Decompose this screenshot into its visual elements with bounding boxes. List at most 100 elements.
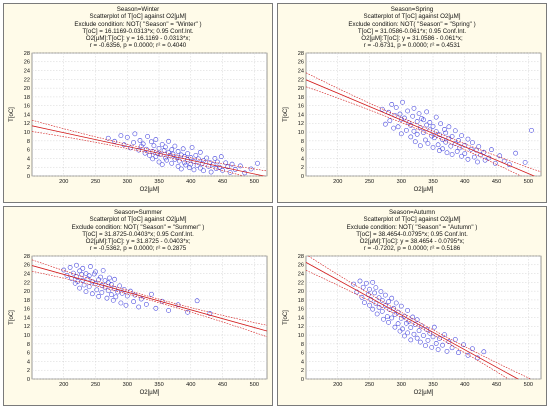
y-tick-label: 4 bbox=[27, 359, 30, 365]
data-point bbox=[89, 291, 95, 297]
data-point bbox=[482, 157, 488, 163]
chart-title: Season=Autumn bbox=[389, 209, 435, 216]
data-point bbox=[166, 308, 171, 313]
fit-equation-detail: O2[µM]:T[oC]: y = 16.1169 - 0.0313*x; bbox=[85, 35, 191, 43]
x-axis-label: O2[µM] bbox=[414, 187, 434, 193]
data-point bbox=[124, 293, 130, 299]
data-point bbox=[94, 287, 100, 293]
data-point bbox=[392, 312, 398, 317]
regression-line bbox=[306, 79, 536, 176]
data-point bbox=[416, 328, 422, 334]
data-point bbox=[424, 109, 430, 115]
scatter-plot-spring: 200 250 300 350 400 450 5000246810121416182022… bbox=[283, 51, 542, 193]
data-point bbox=[149, 139, 154, 145]
data-point bbox=[452, 128, 458, 134]
data-point bbox=[201, 168, 206, 174]
data-point bbox=[522, 160, 528, 165]
chart-subtitle: Scatterplot of T[oC] against O2[µM] bbox=[363, 13, 461, 21]
data-point bbox=[414, 335, 420, 341]
data-point bbox=[437, 336, 442, 341]
data-point bbox=[370, 306, 376, 312]
data-point bbox=[489, 147, 494, 153]
y-tick-label: 8 bbox=[27, 342, 30, 348]
data-point bbox=[189, 145, 195, 150]
x-tick-label: 200 bbox=[59, 382, 68, 388]
x-tick-label: 500 bbox=[250, 179, 259, 185]
chart-header: Season=Autumn Scatterplot of T[oC] again… bbox=[278, 209, 546, 253]
confidence-band-upper bbox=[307, 256, 532, 379]
data-point bbox=[470, 140, 475, 145]
y-tick-label: 28 bbox=[24, 51, 30, 57]
data-point bbox=[492, 160, 498, 166]
confidence-band-lower bbox=[306, 270, 509, 379]
data-point bbox=[105, 135, 111, 141]
y-tick-label: 6 bbox=[27, 351, 30, 357]
x-tick-label: 350 bbox=[154, 382, 163, 388]
plot-content bbox=[32, 259, 267, 338]
chart-subtitle: Scatterplot of T[oC] against O2[µM] bbox=[89, 13, 187, 21]
y-tick-label: 20 bbox=[24, 86, 30, 92]
data-point bbox=[153, 137, 159, 142]
y-tick-label: 8 bbox=[301, 342, 304, 348]
chart-panel-autumn: Season=Autumn Scatterplot of T[oC] again… bbox=[277, 206, 547, 406]
data-point bbox=[86, 284, 92, 290]
data-point bbox=[417, 125, 423, 131]
regression-line bbox=[32, 265, 267, 332]
data-point bbox=[123, 302, 129, 308]
data-point bbox=[136, 304, 142, 310]
data-point bbox=[359, 294, 365, 300]
y-axis-label: T[oC] bbox=[9, 107, 15, 122]
y-tick-label: 8 bbox=[27, 139, 30, 145]
y-tick-label: 26 bbox=[298, 60, 304, 66]
data-point bbox=[161, 148, 167, 153]
x-tick-label: 400 bbox=[186, 382, 195, 388]
data-point bbox=[381, 316, 386, 322]
y-tick-label: 28 bbox=[298, 51, 304, 57]
data-point bbox=[207, 311, 213, 316]
data-point bbox=[185, 309, 190, 315]
data-point bbox=[169, 160, 175, 166]
data-point bbox=[427, 330, 433, 336]
x-tick-label: 350 bbox=[154, 179, 163, 185]
x-tick-label: 200 bbox=[333, 382, 342, 388]
scatter-plot-autumn: 200 250 300 350 400 450 5000246810121416182022… bbox=[283, 254, 542, 396]
x-tick-label: 400 bbox=[460, 179, 469, 185]
y-tick-label: 0 bbox=[27, 174, 30, 180]
data-point bbox=[204, 155, 210, 161]
y-tick-label: 18 bbox=[24, 95, 30, 101]
data-point bbox=[124, 134, 130, 140]
data-point bbox=[457, 145, 463, 151]
data-point bbox=[225, 164, 230, 170]
data-point bbox=[476, 144, 482, 149]
data-point bbox=[105, 288, 111, 294]
data-point bbox=[183, 162, 189, 168]
data-point bbox=[421, 130, 426, 135]
data-point bbox=[367, 302, 372, 308]
x-tick-label: 500 bbox=[524, 382, 533, 388]
data-point bbox=[376, 305, 382, 310]
y-tick-label: 10 bbox=[298, 333, 304, 339]
y-axis-label: T[oC] bbox=[283, 310, 289, 325]
data-point bbox=[430, 123, 436, 129]
data-point bbox=[80, 265, 86, 271]
data-point bbox=[164, 157, 170, 163]
y-tick-label: 12 bbox=[298, 121, 304, 127]
data-point bbox=[88, 264, 93, 269]
x-axis-label: O2[µM] bbox=[414, 390, 434, 396]
x-tick-label: 500 bbox=[250, 382, 259, 388]
confidence-band-upper bbox=[32, 119, 267, 172]
data-point bbox=[513, 150, 518, 156]
x-tick-label: 350 bbox=[428, 179, 437, 185]
x-tick-label: 200 bbox=[59, 179, 68, 185]
data-point bbox=[370, 279, 376, 285]
data-point bbox=[389, 102, 395, 107]
y-tick-label: 14 bbox=[298, 315, 304, 321]
y-tick-label: 22 bbox=[24, 280, 30, 286]
fit-statistics: r = -0.5362, p = 0.0000; r² = 0.2875 bbox=[89, 245, 187, 253]
data-point bbox=[176, 158, 182, 164]
x-tick-label: 350 bbox=[428, 382, 437, 388]
data-point bbox=[237, 163, 243, 169]
data-point bbox=[438, 121, 444, 127]
data-point bbox=[465, 136, 471, 142]
data-point bbox=[430, 145, 436, 150]
